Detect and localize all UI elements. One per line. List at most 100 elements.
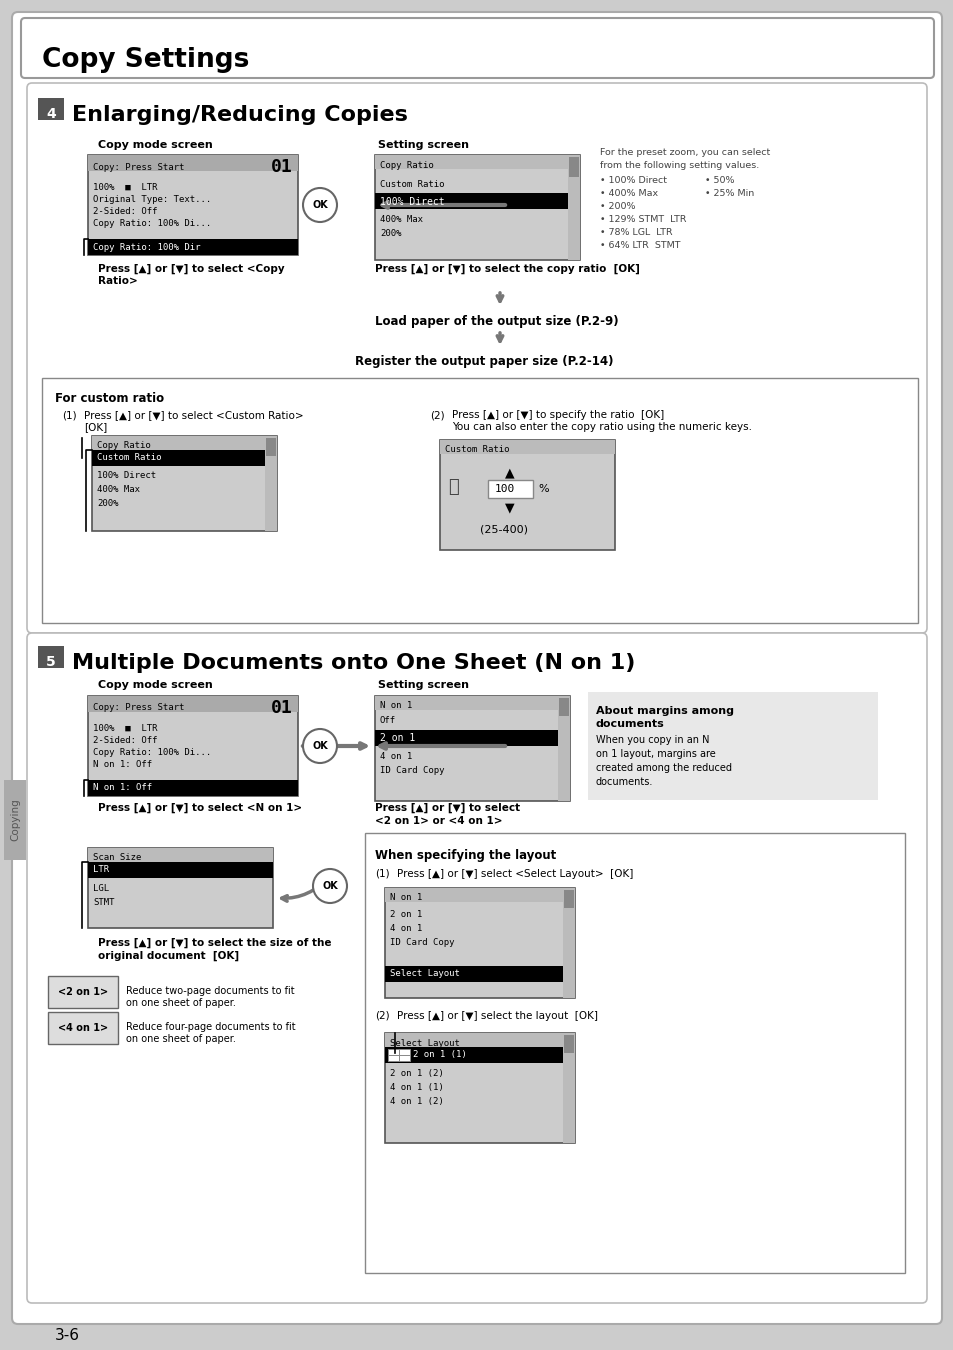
Bar (558, 698, 568, 716)
Bar (88, 780, 297, 796)
Text: 01: 01 (271, 699, 293, 717)
Text: 400% Max: 400% Max (97, 485, 140, 494)
Text: 4 on 1: 4 on 1 (379, 752, 412, 761)
Text: Enlarging/Reducing Copies: Enlarging/Reducing Copies (71, 105, 408, 126)
Text: You can also enter the copy ratio using the numeric keys.: You can also enter the copy ratio using … (452, 423, 751, 432)
Bar (385, 888, 575, 902)
Text: Custom Ratio: Custom Ratio (379, 180, 444, 189)
Text: (2): (2) (375, 1011, 389, 1021)
Text: Scan Size: Scan Size (92, 853, 141, 863)
Bar (91, 436, 276, 531)
Text: Register the output paper size (P.2-14): Register the output paper size (P.2-14) (355, 355, 613, 369)
Bar (88, 155, 297, 171)
Bar (385, 888, 575, 998)
Bar (88, 848, 273, 927)
Text: Multiple Documents onto One Sheet (N on 1): Multiple Documents onto One Sheet (N on … (71, 653, 635, 674)
Text: • 64% LTR  STMT: • 64% LTR STMT (599, 242, 679, 250)
FancyBboxPatch shape (27, 633, 926, 1303)
Text: • 25% Min: • 25% Min (704, 189, 754, 198)
Bar (375, 697, 569, 710)
Text: When specifying the layout: When specifying the layout (375, 849, 556, 863)
FancyBboxPatch shape (27, 82, 926, 633)
Bar (88, 848, 273, 863)
Text: Press [▲] or [▼] to select <N on 1>: Press [▲] or [▼] to select <N on 1> (98, 803, 302, 813)
Text: Setting screen: Setting screen (377, 140, 469, 150)
Text: <2 on 1> or <4 on 1>: <2 on 1> or <4 on 1> (375, 815, 502, 826)
Text: Copy: Press Start: Copy: Press Start (92, 162, 184, 171)
Text: original document  [OK]: original document [OK] (98, 950, 239, 961)
Bar (375, 155, 579, 261)
Circle shape (313, 869, 347, 903)
Bar (488, 481, 533, 498)
Text: ⚿: ⚿ (448, 478, 458, 495)
Bar (388, 1049, 410, 1061)
Bar (562, 1033, 575, 1143)
Text: 3-6: 3-6 (55, 1328, 80, 1343)
Text: on 1 layout, margins are: on 1 layout, margins are (596, 749, 715, 759)
Text: Load paper of the output size (P.2-9): Load paper of the output size (P.2-9) (375, 315, 618, 328)
Text: Copy Ratio: Copy Ratio (379, 161, 434, 170)
Text: 2-Sided: Off: 2-Sided: Off (92, 207, 157, 216)
Bar (266, 437, 275, 456)
Text: %: % (537, 485, 548, 494)
Text: 4 on 1 (2): 4 on 1 (2) (390, 1098, 443, 1106)
Text: Press [▲] or [▼] to select <Custom Ratio>: Press [▲] or [▼] to select <Custom Ratio… (84, 410, 303, 420)
Text: Press [▲] or [▼] to select the size of the: Press [▲] or [▼] to select the size of t… (98, 938, 331, 948)
Text: on one sheet of paper.: on one sheet of paper. (126, 1034, 235, 1044)
Bar (567, 155, 579, 261)
Text: 2 on 1 (1): 2 on 1 (1) (413, 1050, 466, 1060)
Bar (42, 378, 917, 622)
Bar (385, 1048, 562, 1062)
Text: N on 1: N on 1 (379, 702, 412, 710)
Circle shape (303, 729, 336, 763)
Text: For custom ratio: For custom ratio (55, 392, 164, 405)
Text: 100% Direct: 100% Direct (379, 197, 444, 207)
Text: Reduce four-page documents to fit: Reduce four-page documents to fit (126, 1022, 295, 1031)
Text: Original Type: Text...: Original Type: Text... (92, 194, 211, 204)
Text: Select Layout: Select Layout (390, 969, 459, 979)
Text: 100%  ■  LTR: 100% ■ LTR (92, 724, 157, 733)
Text: [OK]: [OK] (84, 423, 107, 432)
Text: Copy Ratio: 100% Dir: Copy Ratio: 100% Dir (92, 243, 200, 251)
Text: When you copy in an N: When you copy in an N (596, 734, 709, 745)
Bar (88, 863, 273, 878)
Text: 4 on 1 (1): 4 on 1 (1) (390, 1083, 443, 1092)
Circle shape (303, 188, 336, 221)
Text: LTR: LTR (92, 865, 109, 875)
Text: Copy Ratio: 100% Di...: Copy Ratio: 100% Di... (92, 219, 211, 228)
Bar (587, 693, 877, 801)
Text: Select Layout: Select Layout (390, 1038, 459, 1048)
Text: Press [▲] or [▼] select <Select Layout>  [OK]: Press [▲] or [▼] select <Select Layout> … (396, 869, 633, 879)
Text: 2-Sided: Off: 2-Sided: Off (92, 736, 157, 745)
Text: Off: Off (379, 716, 395, 725)
Bar (385, 1033, 575, 1143)
Text: Press [▲] or [▼] to specify the ratio  [OK]: Press [▲] or [▼] to specify the ratio [O… (452, 410, 663, 420)
Text: Copy Settings: Copy Settings (42, 47, 249, 73)
Text: 100% Direct: 100% Direct (97, 471, 156, 481)
Text: documents.: documents. (596, 778, 653, 787)
Text: ID Card Copy: ID Card Copy (390, 938, 454, 946)
Text: • 78% LGL  LTR: • 78% LGL LTR (599, 228, 672, 238)
Text: N on 1: Off: N on 1: Off (92, 760, 152, 770)
Text: • 400% Max: • 400% Max (599, 189, 658, 198)
Text: 5: 5 (46, 655, 56, 670)
Bar (563, 890, 574, 909)
Bar (563, 1035, 574, 1053)
Text: <4 on 1>: <4 on 1> (58, 1023, 108, 1033)
Text: Press [▲] or [▼] to select the copy ratio  [OK]: Press [▲] or [▼] to select the copy rati… (375, 265, 639, 274)
Text: • 100% Direct: • 100% Direct (599, 176, 666, 185)
Text: 2 on 1: 2 on 1 (379, 733, 415, 743)
Bar (385, 967, 562, 981)
Text: Copy: Press Start: Copy: Press Start (92, 703, 184, 713)
Text: (1): (1) (375, 869, 389, 879)
Text: 200%: 200% (379, 230, 401, 238)
Text: 200%: 200% (97, 500, 118, 508)
Text: 2 on 1 (2): 2 on 1 (2) (390, 1069, 443, 1079)
Bar (375, 155, 579, 169)
Text: documents: documents (596, 720, 664, 729)
Text: Copying: Copying (10, 799, 20, 841)
Bar (375, 193, 567, 209)
Bar (88, 155, 297, 255)
Text: 01: 01 (271, 158, 293, 176)
Text: LGL: LGL (92, 884, 109, 892)
